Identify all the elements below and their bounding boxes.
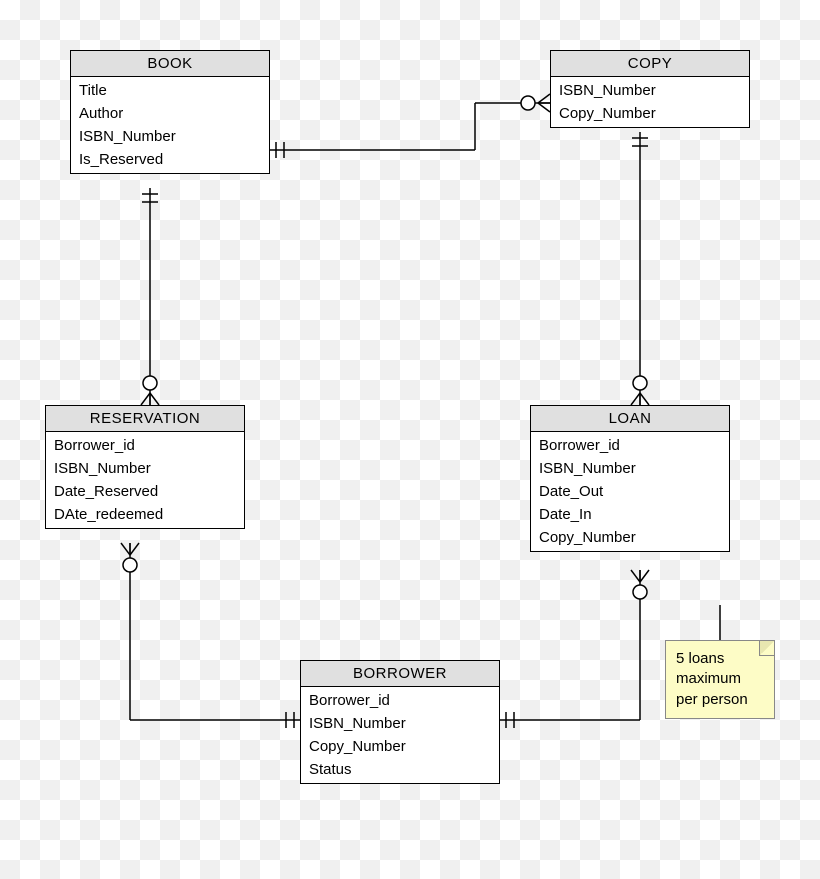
note-line: maximum — [676, 669, 764, 689]
entity-attribute: DAte_redeemed — [46, 503, 244, 526]
entity-borrower: BORROWER Borrower_idISBN_NumberCopy_Numb… — [300, 660, 500, 784]
entity-copy: COPY ISBN_NumberCopy_Number — [550, 50, 750, 128]
entity-attribute: Borrower_id — [46, 434, 244, 457]
entity-attributes: Borrower_idISBN_NumberDate_OutDate_InCop… — [531, 432, 729, 551]
entity-attribute: Author — [71, 102, 269, 125]
entity-attribute: Copy_Number — [301, 735, 499, 758]
entity-attributes: ISBN_NumberCopy_Number — [551, 77, 749, 127]
entity-attribute: Copy_Number — [531, 526, 729, 549]
entity-attribute: ISBN_Number — [46, 457, 244, 480]
note-line: per person — [676, 690, 764, 710]
entity-attribute: ISBN_Number — [301, 712, 499, 735]
entity-attribute: Date_In — [531, 503, 729, 526]
entity-title: BORROWER — [301, 661, 499, 687]
entity-attributes: Borrower_idISBN_NumberCopy_NumberStatus — [301, 687, 499, 783]
entity-attributes: Borrower_idISBN_NumberDate_ReservedDAte_… — [46, 432, 244, 528]
entity-attribute: ISBN_Number — [71, 125, 269, 148]
entity-attribute: Is_Reserved — [71, 148, 269, 171]
note-line: 5 loans — [676, 649, 764, 669]
entity-attribute: Borrower_id — [301, 689, 499, 712]
entity-title: LOAN — [531, 406, 729, 432]
entity-title: RESERVATION — [46, 406, 244, 432]
entity-attributes: TitleAuthorISBN_NumberIs_Reserved — [71, 77, 269, 173]
entity-title: BOOK — [71, 51, 269, 77]
note-loans-max: 5 loansmaximumper person — [665, 640, 775, 719]
entity-attribute: Status — [301, 758, 499, 781]
entity-attribute: ISBN_Number — [551, 79, 749, 102]
entity-title: COPY — [551, 51, 749, 77]
entity-attribute: Title — [71, 79, 269, 102]
entity-reservation: RESERVATION Borrower_idISBN_NumberDate_R… — [45, 405, 245, 529]
entity-attribute: Date_Out — [531, 480, 729, 503]
entity-loan: LOAN Borrower_idISBN_NumberDate_OutDate_… — [530, 405, 730, 552]
entity-book: BOOK TitleAuthorISBN_NumberIs_Reserved — [70, 50, 270, 174]
entity-attribute: Date_Reserved — [46, 480, 244, 503]
entity-attribute: ISBN_Number — [531, 457, 729, 480]
entity-attribute: Copy_Number — [551, 102, 749, 125]
entity-attribute: Borrower_id — [531, 434, 729, 457]
